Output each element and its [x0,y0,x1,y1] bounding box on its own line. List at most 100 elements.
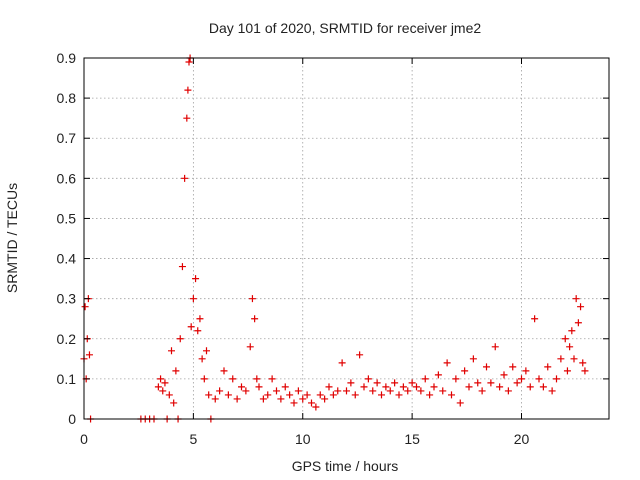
data-point [187,323,195,331]
data-point [568,327,576,335]
data-point [378,391,385,399]
data-point [334,387,342,395]
data-point [456,399,464,407]
data-point [373,379,381,387]
data-point [170,399,178,407]
data-point [561,335,569,343]
data-point [430,383,438,391]
data-point [154,383,162,391]
data-point [581,367,589,375]
data-point [192,275,200,283]
data-point [85,351,93,359]
data-point [299,395,307,403]
data-point [382,383,390,391]
data-point [426,391,434,399]
data-point [203,347,210,355]
data-point [246,343,254,351]
data-point [513,379,521,387]
data-point [531,315,539,323]
data-points [80,54,589,423]
data-point [200,375,208,383]
data-point [229,375,237,383]
data-point [500,371,508,379]
data-point [369,387,377,395]
data-point [312,403,320,411]
data-point [224,391,232,399]
x-tick-label: 5 [189,431,197,447]
data-point [364,375,372,383]
y-tick-label: 0.3 [57,291,77,307]
data-point [273,387,280,395]
data-point [281,383,289,391]
data-point [570,355,578,363]
data-point [303,391,311,399]
data-point [157,375,165,383]
data-point [408,379,416,387]
y-tick-label: 0 [68,411,76,427]
data-point [176,335,184,343]
data-point [413,383,420,391]
data-point [522,367,530,375]
data-point [553,375,560,383]
data-point [395,391,403,399]
data-point [386,387,394,395]
data-point [189,295,197,303]
y-axis-label: SRMTID / TECUs [4,183,20,293]
x-axis-label: GPS time / hours [292,458,399,474]
data-point [360,383,368,391]
data-point [238,383,245,391]
data-point [504,387,512,395]
data-point [325,383,333,391]
data-point [251,315,259,323]
data-point [277,395,285,403]
y-tick-label: 0.7 [57,130,77,146]
data-point [255,383,263,391]
chart-title: Day 101 of 2020, SRMTID for receiver jme… [209,20,482,36]
data-point [290,399,298,407]
y-tick-label: 0.6 [57,170,77,186]
data-point [491,343,499,351]
data-point [496,383,504,391]
data-point [474,379,482,387]
y-tick-label: 0.8 [57,90,77,106]
data-point [566,343,574,351]
data-point [448,391,455,399]
data-point [81,303,89,311]
data-point [242,387,250,395]
data-point [356,351,364,359]
data-point [253,375,261,383]
data-point [233,395,241,403]
data-point [216,387,224,395]
x-tick-label: 10 [295,431,311,447]
x-tick-label: 20 [514,431,530,447]
axis-ticks [83,57,609,420]
data-point [572,295,580,303]
data-point [351,391,359,399]
data-point [248,295,256,303]
data-point [178,263,186,271]
y-tick-label: 0.9 [57,50,77,66]
data-point [211,395,219,403]
y-tick-labels: 0 0.1 0.2 0.3 0.4 0.5 0.6 0.7 0.8 0.9 [57,50,77,427]
data-point [316,391,324,399]
data-point [205,391,213,399]
data-point [544,363,552,371]
data-point [399,383,407,391]
data-point [391,379,399,387]
data-point [161,379,169,387]
y-tick-label: 0.1 [57,371,77,387]
data-point [185,58,193,66]
data-point [168,347,175,355]
data-point [404,387,412,395]
plot-frame [83,57,610,420]
data-point [443,359,451,367]
data-point [461,367,469,375]
data-point [172,367,180,375]
data-point [579,359,587,367]
data-point [557,355,565,363]
data-point [181,174,189,182]
data-point [184,86,192,94]
data-point [483,363,490,371]
data-point [198,355,206,363]
